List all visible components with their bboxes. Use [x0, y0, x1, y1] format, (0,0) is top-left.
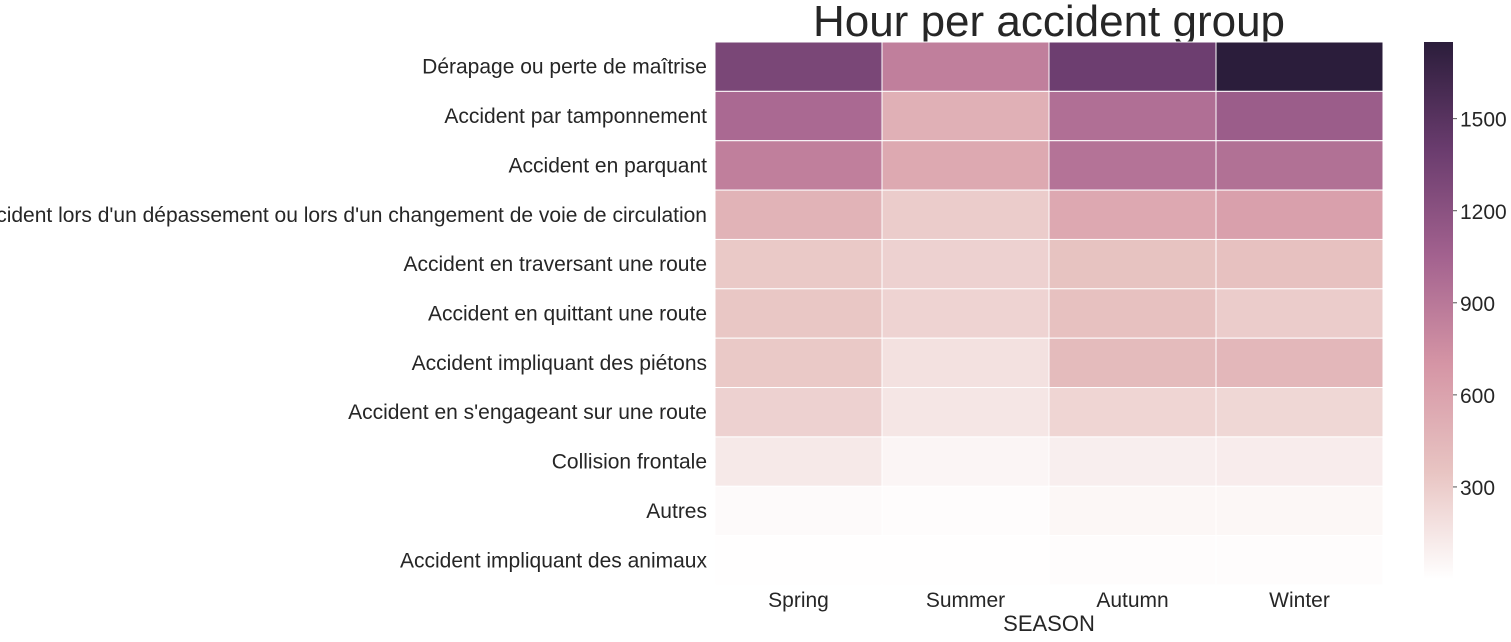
heatmap-cell: [1215, 436, 1384, 487]
row-labels: Dérapage ou perte de maîtrise Accident pa…: [0, 56, 707, 573]
row-label: Accident par tamponnement: [444, 105, 707, 128]
heatmap-cell: [1048, 337, 1217, 389]
heatmap-cell: [881, 337, 1050, 389]
heatmap-cell: [1215, 238, 1384, 290]
column-label: Spring: [768, 589, 829, 612]
heatmap-cell: [714, 288, 883, 339]
heatmap-cell: [1048, 238, 1217, 290]
row-label: Accident impliquant des animaux: [400, 549, 708, 572]
row-label: Collision frontale: [552, 451, 707, 474]
heatmap-cell: [881, 140, 1050, 191]
heatmap-cell: [1048, 387, 1217, 438]
heatmap-cell: [1048, 90, 1217, 142]
heatmap-cell: [881, 436, 1050, 487]
heatmap-cell: [1215, 337, 1384, 389]
heatmap-cell: [1215, 288, 1384, 339]
row-label: Accident impliquant des piétons: [412, 352, 707, 375]
heatmap-cell: [714, 140, 883, 191]
row-label: Dérapage ou perte de maîtrise: [422, 56, 707, 79]
colorbar: [1424, 42, 1453, 579]
heatmap-cell: [881, 41, 1050, 92]
colorbar-tick-label: 1200: [1460, 201, 1507, 224]
heatmap-cell: [1215, 41, 1384, 92]
column-labels: Spring Summer Autumn Winter: [768, 589, 1330, 612]
heatmap-cell: [714, 535, 883, 586]
row-label: Accident en quittant une route: [428, 303, 707, 326]
heatmap-cell: [881, 90, 1050, 142]
heatmap-cell: [1048, 288, 1217, 339]
heatmap-cell: [714, 387, 883, 438]
heatmap-cell: [714, 485, 883, 537]
row-label: Accident en traversant une route: [403, 253, 707, 276]
heatmap-cell: [714, 238, 883, 290]
heatmap-cell: [1215, 189, 1384, 240]
heatmap-cell: [881, 535, 1050, 586]
heatmap-cell: [714, 41, 883, 92]
row-label: Accident lors d'un dépassement ou lors d…: [0, 204, 707, 227]
column-label: Winter: [1269, 589, 1330, 612]
heatmap-cell: [714, 337, 883, 389]
colorbar-ticks: 300 600 900 1200 1500: [1453, 109, 1507, 500]
chart-title: Hour per accident group: [813, 0, 1285, 46]
heatmap-cell: [1215, 535, 1384, 586]
heatmap-cell: [1215, 140, 1384, 191]
row-label: Accident en parquant: [509, 154, 708, 177]
heatmap-cell: [714, 189, 883, 240]
heatmap-cell: [1215, 90, 1384, 142]
x-axis-label: SEASON: [1003, 611, 1095, 636]
colorbar-tick-label: 600: [1460, 385, 1495, 408]
heatmap-cell: [714, 90, 883, 142]
heatmap-cell: [1215, 387, 1384, 438]
heatmap-cells: [714, 41, 1384, 586]
heatmap-cell: [1048, 535, 1217, 586]
column-label: Autumn: [1096, 589, 1168, 612]
row-label: Accident en s'engageant sur une route: [348, 401, 707, 424]
heatmap-cell: [1048, 189, 1217, 240]
heatmap-cell: [881, 387, 1050, 438]
heatmap-cell: [881, 189, 1050, 240]
heatmap-cell: [714, 436, 883, 487]
heatmap-cell: [881, 288, 1050, 339]
heatmap-cell: [1048, 436, 1217, 487]
heatmap-cell: [881, 238, 1050, 290]
column-label: Summer: [926, 589, 1005, 612]
colorbar-tick-label: 300: [1460, 477, 1495, 500]
heatmap-cell: [881, 485, 1050, 537]
heatmap-cell: [1048, 485, 1217, 537]
row-label: Autres: [646, 500, 707, 523]
heatmap-cell: [1048, 140, 1217, 191]
colorbar-tick-label: 900: [1460, 293, 1495, 316]
colorbar-tick-label: 1500: [1460, 109, 1507, 132]
heatmap-cell: [1048, 41, 1217, 92]
heatmap-cell: [1215, 485, 1384, 537]
